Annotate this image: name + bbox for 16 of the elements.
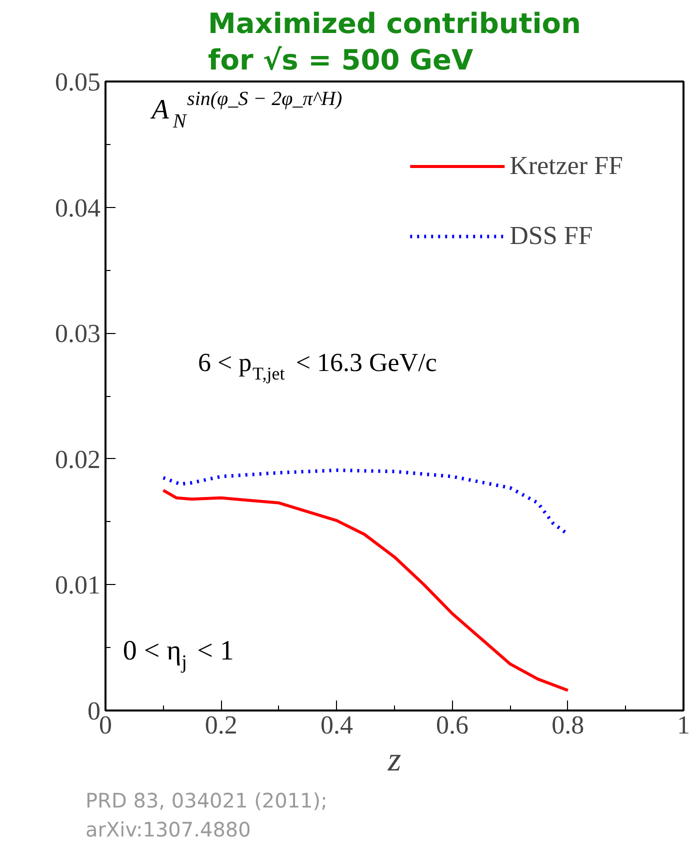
x-tick-label: 0.6 — [436, 710, 469, 740]
y-tick-label: 0.02 — [55, 444, 100, 474]
x-axis-title: z — [386, 742, 402, 778]
y-tick-label: 0.03 — [55, 319, 100, 348]
legend-label: DSS FF — [510, 220, 593, 252]
y-tick-label: 0.05 — [55, 68, 100, 96]
x-tick-label: 0.8 — [552, 710, 584, 740]
y-tick-label: 0.04 — [55, 193, 100, 222]
legend-label: Kretzer FF — [510, 150, 623, 182]
y-tick-label: 0.01 — [55, 570, 100, 600]
text: PRD 83, 034021 (2011); arXiv:1307.4880 — [86, 788, 328, 842]
chart-title: Maximized contribution for √s = 500 GeV — [208, 7, 581, 76]
x-tick-label: 0.2 — [204, 710, 238, 740]
x-tick-label: 0.4 — [320, 710, 353, 740]
line-series — [162, 488, 570, 692]
x-tick-label: 1 — [677, 710, 690, 740]
